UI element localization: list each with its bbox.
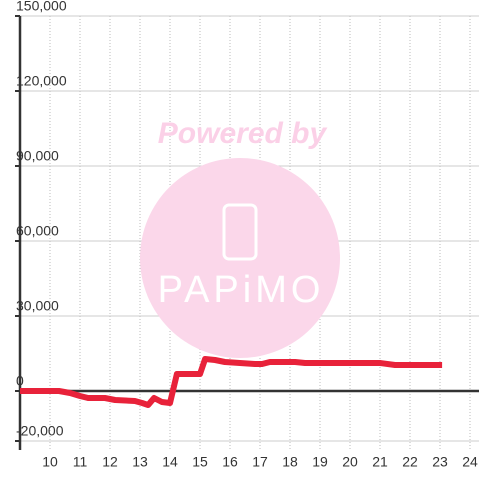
- x-tick-label: 22: [402, 454, 418, 470]
- x-tick-label: 17: [252, 454, 268, 470]
- x-tick-label: 19: [312, 454, 328, 470]
- y-tick-label: 30,000: [16, 298, 59, 314]
- y-tick-label: -20,000: [16, 423, 64, 439]
- watermark-text: Powered by: [158, 117, 328, 150]
- watermark: Powered by PAPiMO: [140, 117, 340, 358]
- x-tick-label: 14: [162, 454, 178, 470]
- y-tick-label: 90,000: [16, 148, 59, 164]
- y-tick-label: 150,000: [16, 0, 67, 14]
- x-tick-label: 18: [282, 454, 298, 470]
- watermark-logo: PAPiMO: [158, 269, 325, 311]
- x-tick-label: 10: [42, 454, 58, 470]
- data-line: [20, 356, 443, 408]
- watermark-icon: [222, 203, 258, 261]
- y-tick-label: 120,000: [16, 73, 67, 89]
- x-tick-label: 15: [192, 454, 208, 470]
- x-tick-label: 21: [372, 454, 388, 470]
- x-tick-label: 12: [102, 454, 118, 470]
- x-tick-label: 13: [132, 454, 148, 470]
- x-tick-label: 11: [73, 454, 88, 470]
- y-tick-label: 60,000: [16, 223, 59, 239]
- x-tick-label: 20: [342, 454, 358, 470]
- x-tick-label: 24: [462, 454, 478, 470]
- x-tick-label: 16: [222, 454, 238, 470]
- x-tick-label: 23: [432, 454, 448, 470]
